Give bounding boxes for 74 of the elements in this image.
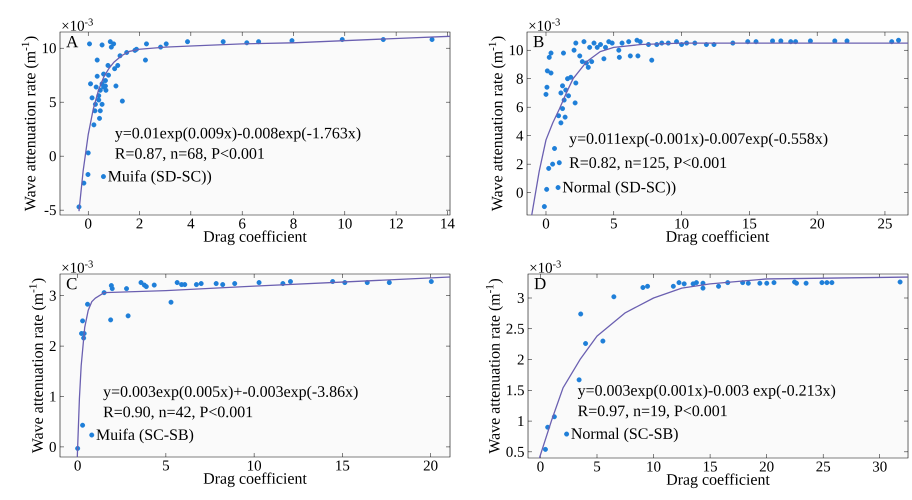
x-tick-label: 6	[239, 218, 246, 229]
x-tick-label: 10	[675, 218, 688, 229]
y-tick-label: 2	[516, 159, 523, 170]
annotation: y=0.011exp(-0.001x)-0.007exp(-0.558x)	[569, 132, 828, 148]
annotation: A	[66, 36, 78, 48]
x-tick-label: 0	[542, 218, 550, 229]
y-tick-label: 0	[50, 151, 56, 162]
y-tick-label: 0.5	[506, 446, 524, 457]
x-axis-title: Drag coefficient	[204, 230, 307, 246]
x-tick-label: 30	[872, 462, 887, 472]
x-tick-label: 14	[441, 218, 455, 228]
y-tick-label: 1.5	[507, 385, 524, 396]
y-tick-label: 10	[42, 43, 56, 54]
x-tick-label: 8	[290, 218, 297, 229]
y-tick-label: 2	[518, 354, 524, 364]
annotation: y=0.003exp(0.005x)+-0.003exp(-3.86x)	[103, 386, 358, 400]
y-tick-label: 0	[50, 442, 56, 452]
y-tick-label: 4	[516, 130, 524, 141]
x-tick-label: 5	[610, 218, 617, 228]
y-tick-label: -5	[44, 205, 56, 216]
x-tick-label: 10	[338, 218, 352, 229]
text: ×10$^{-3}$	[529, 18, 560, 31]
legend-label: Muifa (SD-SC))	[108, 170, 212, 185]
annotation: R=0.82, n=125, P<0.001	[570, 157, 726, 170]
x-tick-label: 20	[760, 462, 774, 472]
y-tick-label: 3	[518, 292, 524, 304]
x-tick-label: 5	[163, 460, 170, 470]
x-tick-label: 0	[85, 218, 92, 229]
annotation: D	[534, 278, 546, 290]
x-tick-label: 20	[424, 460, 438, 471]
y-tick-label: 10	[510, 45, 523, 56]
y-tick-label: 2	[50, 341, 56, 352]
y-tick-label: 3	[50, 290, 56, 301]
x-tick-label: 15	[336, 460, 350, 471]
x-tick-label: 10	[647, 462, 660, 472]
x-tick-label: 25	[816, 462, 830, 472]
x-tick-label: 5	[594, 462, 600, 472]
y-tick-label: 5	[50, 97, 56, 108]
legend-label: Normal (SC-SB)	[571, 428, 678, 442]
x-tick-label: 4	[187, 218, 194, 228]
text: ×10$^{-3}$	[62, 18, 93, 31]
x-axis-title: Drag coefficient	[204, 472, 307, 488]
y-tick-label: 2.5	[506, 324, 524, 334]
y-axis-title: Wave attenuation rate (m$^{-1}$)	[22, 36, 39, 212]
y-tick-label: 1	[50, 392, 56, 402]
text: ×10$^{-3}$	[530, 260, 561, 273]
y-tick-label: 8	[516, 74, 523, 84]
annotation: R=0.97, n=19, P<0.001	[578, 405, 727, 419]
x-tick-label: 25	[878, 218, 892, 229]
text: ×10$^{-3}$	[62, 260, 93, 273]
y-axis-title: Wave attenuation rate (m$^{-1}$)	[488, 36, 506, 212]
x-axis-title: Drag coefficient	[666, 473, 770, 488]
legend-label: Muifa (SC-SB)	[96, 428, 194, 444]
x-tick-label: 10	[248, 460, 262, 471]
x-tick-label: 15	[704, 462, 717, 472]
annotation: C	[66, 278, 76, 290]
annotation: y=0.003exp(0.001x)-0.003 exp(-0.213x)	[578, 384, 836, 400]
y-tick-label: 1	[518, 416, 524, 426]
y-tick-label: 6	[516, 102, 524, 112]
x-axis-title: Drag coefficient	[666, 230, 770, 246]
annotation: R=0.87, n=68, P<0.001	[115, 148, 264, 162]
x-tick-label: 12	[390, 218, 403, 228]
y-axis-title: Wave attenuation rate (m$^{-1}$)	[486, 279, 503, 454]
x-tick-label: 0	[74, 460, 81, 471]
annotation: R=0.90, n=42, P<0.001	[104, 406, 252, 420]
x-tick-label: 0	[537, 462, 544, 472]
y-axis-title: Wave attenuation rate (m$^{-1}$)	[29, 278, 46, 454]
annotation: y=0.01exp(0.009x)-0.008exp(-1.763x)	[114, 127, 360, 142]
y-tick-label: 0	[516, 188, 523, 198]
x-tick-label: 2	[136, 218, 142, 228]
legend-label: Normal (SD-SC))	[562, 181, 676, 196]
x-tick-label: 15	[743, 218, 756, 229]
annotation: B	[533, 36, 544, 48]
x-tick-label: 20	[810, 218, 824, 229]
